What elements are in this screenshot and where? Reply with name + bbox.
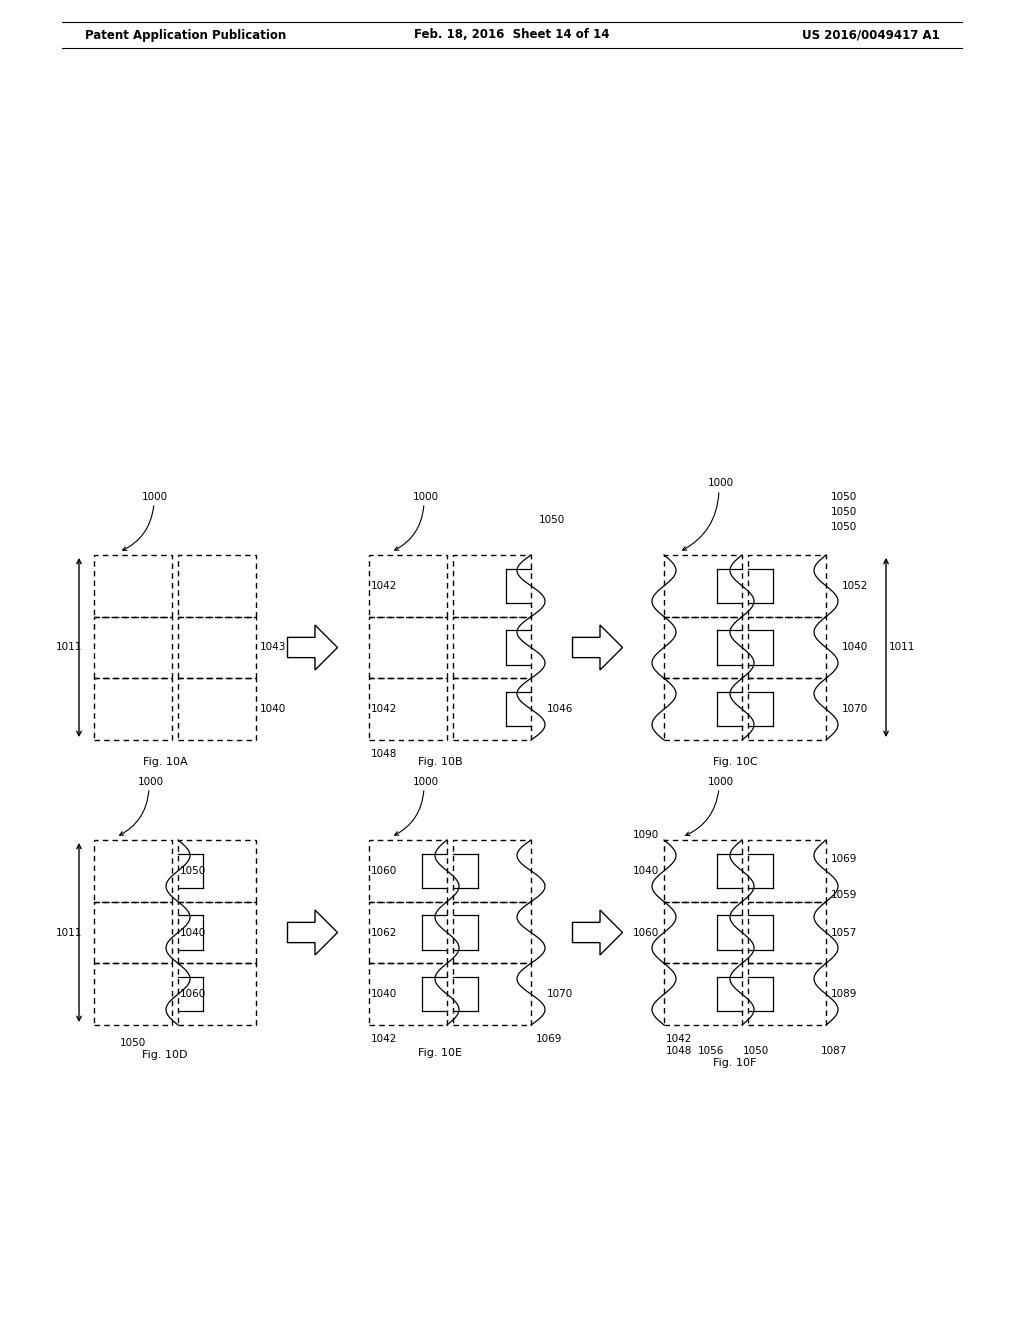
Text: 1052: 1052 bbox=[842, 581, 868, 591]
Text: 1040: 1040 bbox=[180, 928, 206, 937]
Text: 1043: 1043 bbox=[260, 643, 287, 652]
Text: 1040: 1040 bbox=[633, 866, 659, 876]
Bar bbox=[453, 840, 531, 902]
Text: 1087: 1087 bbox=[821, 1045, 848, 1056]
Bar bbox=[664, 840, 742, 902]
Text: 1040: 1040 bbox=[842, 643, 868, 652]
Text: 1070: 1070 bbox=[842, 704, 868, 714]
Bar bbox=[94, 964, 172, 1026]
Text: Fig. 10A: Fig. 10A bbox=[142, 756, 187, 767]
Bar bbox=[369, 902, 447, 964]
Text: 1042: 1042 bbox=[666, 1034, 692, 1044]
Bar bbox=[748, 678, 826, 741]
Bar bbox=[178, 678, 256, 741]
Bar bbox=[453, 902, 531, 964]
Text: 1048: 1048 bbox=[666, 1045, 692, 1056]
Text: 1069: 1069 bbox=[536, 1034, 562, 1044]
Bar bbox=[369, 616, 447, 678]
Text: Fig. 10F: Fig. 10F bbox=[714, 1059, 757, 1068]
Bar bbox=[178, 964, 256, 1026]
Bar bbox=[178, 616, 256, 678]
Text: 1048: 1048 bbox=[371, 748, 397, 759]
Text: 1070: 1070 bbox=[547, 989, 573, 999]
Text: Feb. 18, 2016  Sheet 14 of 14: Feb. 18, 2016 Sheet 14 of 14 bbox=[415, 29, 609, 41]
Text: 1056: 1056 bbox=[698, 1045, 724, 1056]
Text: US 2016/0049417 A1: US 2016/0049417 A1 bbox=[802, 29, 940, 41]
Text: 1090: 1090 bbox=[633, 830, 659, 840]
Text: 1060: 1060 bbox=[180, 989, 206, 999]
Text: 1050: 1050 bbox=[539, 515, 565, 525]
Text: 1011: 1011 bbox=[56, 643, 82, 652]
Bar bbox=[664, 554, 742, 616]
Bar bbox=[748, 964, 826, 1026]
Text: 1050: 1050 bbox=[831, 507, 857, 517]
Bar bbox=[748, 554, 826, 616]
Text: Fig. 10E: Fig. 10E bbox=[418, 1048, 462, 1059]
Text: 1050: 1050 bbox=[831, 521, 857, 532]
Bar bbox=[453, 678, 531, 741]
Bar bbox=[94, 678, 172, 741]
Text: Fig. 10B: Fig. 10B bbox=[418, 756, 462, 767]
Bar bbox=[664, 964, 742, 1026]
Bar bbox=[178, 840, 256, 902]
Bar bbox=[453, 964, 531, 1026]
Text: 1000: 1000 bbox=[708, 478, 734, 488]
Bar bbox=[369, 678, 447, 741]
Bar bbox=[94, 840, 172, 902]
Text: Fig. 10C: Fig. 10C bbox=[713, 756, 758, 767]
Text: 1000: 1000 bbox=[138, 777, 164, 787]
Text: 1089: 1089 bbox=[831, 989, 857, 999]
Polygon shape bbox=[288, 624, 338, 671]
Text: 1042: 1042 bbox=[371, 1034, 397, 1044]
Text: 1011: 1011 bbox=[889, 643, 915, 652]
Text: 1062: 1062 bbox=[371, 928, 397, 937]
Text: 1011: 1011 bbox=[56, 928, 82, 937]
Text: Patent Application Publication: Patent Application Publication bbox=[85, 29, 287, 41]
Polygon shape bbox=[572, 909, 623, 954]
Polygon shape bbox=[572, 624, 623, 671]
Bar bbox=[664, 616, 742, 678]
Text: 1000: 1000 bbox=[142, 492, 168, 502]
Text: Fig. 10D: Fig. 10D bbox=[142, 1049, 187, 1060]
Text: 1050: 1050 bbox=[743, 1045, 769, 1056]
Text: 1057: 1057 bbox=[831, 928, 857, 937]
Text: 1060: 1060 bbox=[633, 928, 659, 937]
Text: 1050: 1050 bbox=[831, 492, 857, 502]
Text: 1059: 1059 bbox=[831, 891, 857, 900]
Text: 1042: 1042 bbox=[371, 704, 397, 714]
Text: 1042: 1042 bbox=[371, 581, 397, 591]
Bar bbox=[178, 554, 256, 616]
Text: 1000: 1000 bbox=[413, 492, 439, 502]
Bar bbox=[369, 840, 447, 902]
Bar bbox=[94, 554, 172, 616]
Text: 1040: 1040 bbox=[371, 989, 397, 999]
Text: 1000: 1000 bbox=[708, 777, 734, 787]
Bar bbox=[94, 616, 172, 678]
Text: 1000: 1000 bbox=[413, 777, 439, 787]
Bar bbox=[748, 840, 826, 902]
Bar bbox=[178, 902, 256, 964]
Text: 1046: 1046 bbox=[547, 704, 573, 714]
Text: 1060: 1060 bbox=[371, 866, 397, 876]
Bar bbox=[94, 902, 172, 964]
Bar bbox=[369, 964, 447, 1026]
Polygon shape bbox=[288, 909, 338, 954]
Text: 1050: 1050 bbox=[120, 1038, 146, 1048]
Bar bbox=[453, 554, 531, 616]
Bar bbox=[369, 554, 447, 616]
Bar bbox=[748, 616, 826, 678]
Bar bbox=[664, 902, 742, 964]
Text: 1040: 1040 bbox=[260, 704, 287, 714]
Text: 1050: 1050 bbox=[180, 866, 206, 876]
Text: 1069: 1069 bbox=[831, 854, 857, 863]
Bar bbox=[453, 616, 531, 678]
Bar bbox=[664, 678, 742, 741]
Bar bbox=[748, 902, 826, 964]
